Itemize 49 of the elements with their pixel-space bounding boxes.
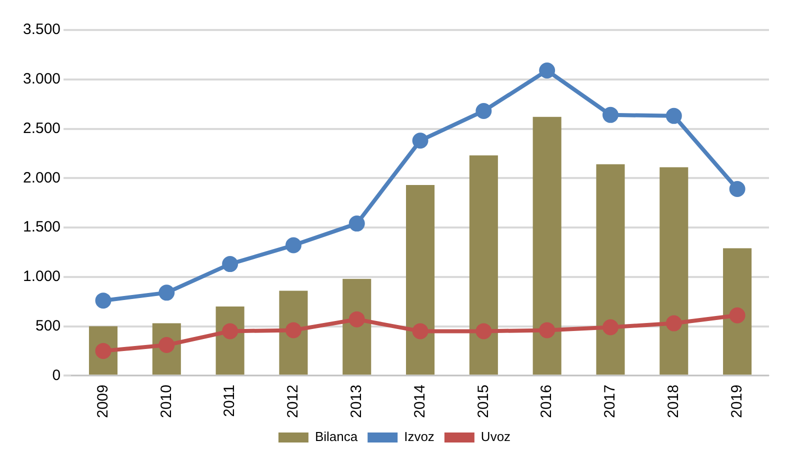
bar [469,155,498,375]
point [729,180,746,197]
y-tick-label: 0 [52,366,61,384]
legend-label: Izvoz [404,429,434,444]
y-tick-label: 3.000 [22,70,61,88]
x-tick-label: 2013 [348,384,366,418]
y-tick-label: 1.500 [22,218,61,236]
point [348,216,365,232]
bar [342,278,372,375]
point [476,323,492,340]
point [222,256,238,272]
point [285,322,302,338]
point [95,292,112,309]
point [666,315,682,332]
point [476,102,492,119]
x-tick-label: 2012 [284,384,302,418]
point [539,62,556,78]
point [602,319,618,336]
point [666,108,682,124]
point [158,284,175,301]
y-tick-label: 2.000 [22,169,61,186]
x-tick-label: 2015 [474,384,492,418]
bar [723,248,752,375]
point [412,132,428,149]
y-tick-label: 500 [36,317,61,334]
point [729,307,746,324]
x-tick-label: 2018 [665,384,682,418]
x-tick-label: 2010 [158,384,175,418]
x-tick-label: 2016 [538,384,556,418]
point [348,311,365,328]
bar [596,164,625,375]
x-tick-label: 2017 [602,384,619,418]
bar [406,185,435,375]
point [412,323,428,340]
point [222,323,238,340]
x-tick-label: 2011 [221,384,238,417]
bar [660,167,688,375]
legend-label: Bilanca [314,429,358,444]
point [285,237,302,254]
x-tick-label: 2009 [94,384,112,418]
point [602,106,618,123]
y-tick-label: 3.500 [22,21,61,38]
x-tick-label: 2019 [728,384,746,418]
y-tick-label: 1.000 [22,268,61,286]
point [539,322,556,338]
y-tick-label: 2.500 [22,120,61,137]
legend-label: Uvoz [480,429,511,444]
bar [532,116,562,375]
x-tick-label: 2014 [411,384,428,418]
